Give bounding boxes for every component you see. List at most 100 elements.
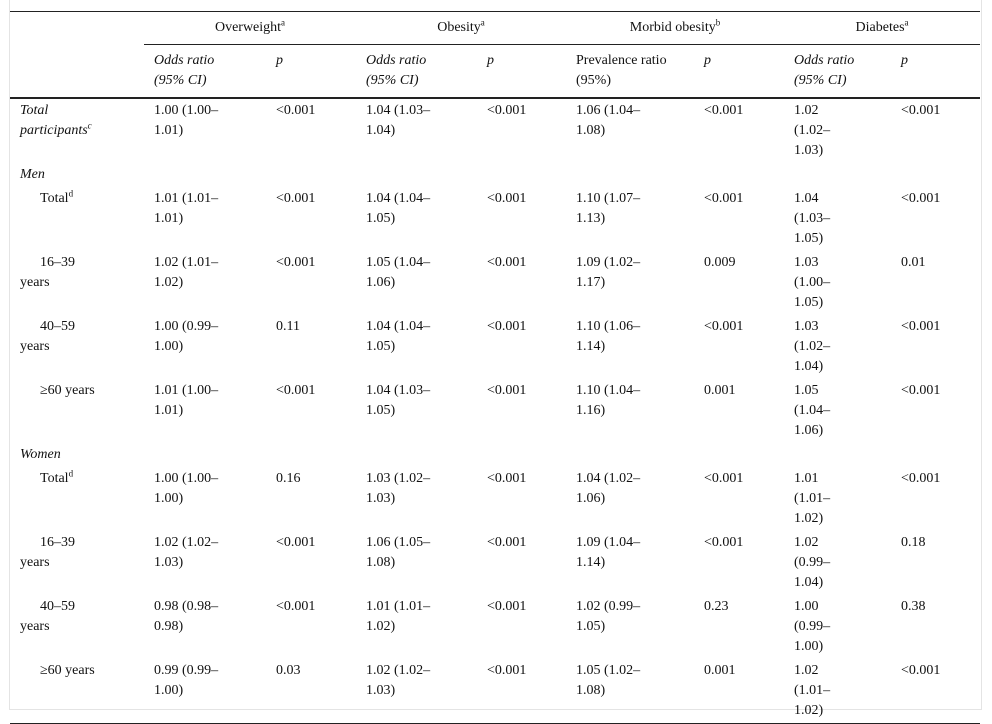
value-cell: <0.001	[477, 659, 566, 724]
value-cell: 1.02 (1.01–1.02)	[784, 659, 891, 724]
value-cell: 1.01 (1.01–1.02)	[356, 595, 477, 659]
subheader: Odds ratio (95% CI)	[356, 44, 477, 99]
value-cell: <0.001	[477, 98, 566, 163]
row-label-text: 40–59 years	[20, 319, 75, 354]
data-row: Totald 1.01 (1.01–1.01) <0.001 1.04 (1.04–1…	[10, 187, 980, 251]
value-cell: <0.001	[477, 467, 566, 531]
group-header: Obesitya	[356, 11, 566, 45]
p-value: <0.001	[487, 599, 527, 614]
p-value: <0.001	[487, 191, 527, 206]
value-cell: 1.02 (0.99–1.04)	[784, 531, 891, 595]
value-cell: <0.001	[891, 98, 980, 163]
value-cell: 1.00 (1.00–1.01)	[144, 98, 266, 163]
ratio-value: 1.10 (1.07–1.13)	[576, 191, 641, 226]
row-label: Total participantsc	[20, 101, 108, 141]
corner-cell	[10, 12, 144, 45]
value-cell: 0.18	[891, 531, 980, 595]
value-cell: 0.03	[266, 659, 356, 724]
data-row: 16–39 years 1.02 (1.02–1.03) <0.001 1.06 (1…	[10, 531, 980, 595]
footnote-mark: a	[281, 17, 286, 28]
footnote-mark: a	[904, 17, 909, 28]
p-value: 0.23	[704, 599, 729, 614]
value-cell: <0.001	[266, 379, 356, 443]
ratio-value: 1.00 (1.00–1.00)	[154, 471, 219, 506]
value-cell: 1.09 (1.04–1.14)	[566, 531, 694, 595]
ratio-value: 0.99 (0.99–1.00)	[154, 663, 219, 698]
value-cell: 1.03 (1.02–1.03)	[356, 467, 477, 531]
value-cell: 1.01 (1.01–1.01)	[144, 187, 266, 251]
p-value: <0.001	[487, 663, 527, 678]
value-cell: <0.001	[477, 531, 566, 595]
value-cell: 1.02 (1.02–1.03)	[784, 98, 891, 163]
p-value: <0.001	[704, 471, 744, 486]
p-value: <0.001	[487, 535, 527, 550]
ratio-value: 1.01 (1.00–1.01)	[154, 383, 219, 418]
p-value: 0.03	[276, 663, 301, 678]
data-row: ≥60 years 0.99 (0.99–1.00) 0.03 1.02 (1.02–…	[10, 659, 980, 724]
value-cell: <0.001	[891, 187, 980, 251]
footnote-mark: a	[480, 17, 485, 28]
ratio-value: 1.10 (1.06–1.14)	[576, 319, 641, 354]
ratio-value: 1.03 (1.02–1.03)	[366, 471, 431, 506]
data-row: 16–39 years 1.02 (1.01–1.02) <0.001 1.05 (1…	[10, 251, 980, 315]
ratio-value: 1.02 (0.99–1.04)	[794, 535, 831, 590]
value-cell: 1.04 (1.03–1.05)	[784, 187, 891, 251]
value-cell: 1.03 (1.00–1.05)	[784, 251, 891, 315]
value-cell: 1.02 (1.02–1.03)	[144, 531, 266, 595]
row-label-cell: 40–59 years	[10, 595, 144, 659]
group-header: Morbid obesityb	[566, 11, 785, 45]
p-value: <0.001	[487, 319, 527, 334]
table-body: Overweighta Obesitya Morbid obesityb Diabet…	[10, 11, 981, 724]
row-label: 16–39 years	[20, 533, 108, 573]
ratio-value: 1.09 (1.04–1.14)	[576, 535, 641, 570]
value-cell: <0.001	[694, 98, 784, 163]
ratio-value: 1.01 (1.01–1.01)	[154, 191, 219, 226]
subheader: Prevalence ratio (95%)	[566, 44, 694, 99]
group-label: Diabetes	[855, 20, 905, 35]
value-cell: 0.23	[694, 595, 784, 659]
value-cell: 1.00 (0.99–1.00)	[144, 315, 266, 379]
row-label-text: 16–39 years	[20, 535, 75, 570]
subheader-line: Odds ratio	[794, 53, 855, 68]
row-label-text: 40–59 years	[20, 599, 75, 634]
subheader: Odds ratio (95% CI)	[784, 44, 892, 99]
value-cell: <0.001	[477, 379, 566, 443]
ratio-value: 0.98 (0.98–0.98)	[154, 599, 219, 634]
value-cell: <0.001	[477, 315, 566, 379]
value-cell: 1.10 (1.04–1.16)	[566, 379, 694, 443]
footnote-mark: d	[68, 188, 74, 199]
subheader-line: p	[704, 53, 711, 68]
row-label-text: Total participants	[20, 103, 88, 138]
ratio-value: 1.03 (1.00–1.05)	[794, 255, 831, 310]
row-label: Totald	[20, 189, 108, 209]
ratio-value: 1.06 (1.04–1.08)	[576, 103, 641, 138]
ratio-value: 1.04 (1.02–1.06)	[576, 471, 641, 506]
value-cell: <0.001	[694, 467, 784, 531]
ratio-value: 1.04 (1.03–1.05)	[794, 191, 831, 246]
value-cell: <0.001	[891, 315, 980, 379]
value-cell: 0.16	[266, 467, 356, 531]
row-label: 40–59 years	[20, 597, 108, 637]
row-label-text: ≥60 years	[40, 663, 95, 678]
group-header: Diabetesa	[784, 11, 981, 45]
p-value: <0.001	[901, 319, 941, 334]
row-label: 40–59 years	[20, 317, 108, 357]
value-cell: <0.001	[477, 187, 566, 251]
row-label-cell: Totald	[10, 467, 144, 531]
p-value: 0.001	[704, 383, 736, 398]
value-cell: <0.001	[891, 379, 980, 443]
value-cell: <0.001	[891, 467, 980, 531]
data-row: Totald 1.00 (1.00–1.00) 0.16 1.03 (1.02–1.0…	[10, 467, 980, 531]
p-value: <0.001	[901, 383, 941, 398]
row-label: ≥60 years	[20, 661, 108, 681]
row-label: ≥60 years	[20, 381, 108, 401]
p-value: <0.001	[901, 663, 941, 678]
value-cell: 1.01 (1.00–1.01)	[144, 379, 266, 443]
p-value: 0.38	[901, 599, 926, 614]
ratio-value: 1.04 (1.03–1.05)	[366, 383, 431, 418]
p-value: <0.001	[704, 535, 744, 550]
value-cell: 1.03 (1.02–1.04)	[784, 315, 891, 379]
p-value: <0.001	[901, 103, 941, 118]
value-cell: 1.05 (1.04–1.06)	[356, 251, 477, 315]
subheader-line: (95% CI)	[366, 73, 419, 88]
